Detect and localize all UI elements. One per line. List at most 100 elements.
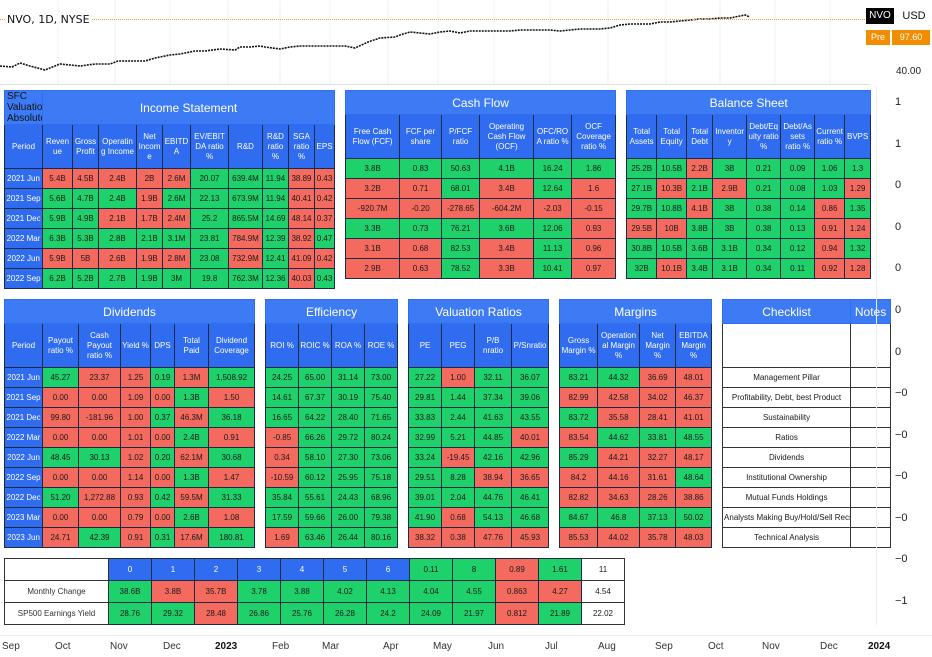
period-cell: 2021 Jun [4, 168, 43, 189]
time-axis[interactable]: Sep Oct Nov Dec 2023 Feb Mar Apr May Jun Jul Aug Sep… [0, 635, 932, 657]
checklist-note-cell[interactable] [850, 387, 892, 408]
dividends-cell: -181.96 [78, 407, 121, 428]
cash-flow-cell: 76.21 [441, 218, 481, 239]
margins-cell: 32.27 [639, 447, 677, 468]
indicator-y-axis[interactable]: 1 1 0 0 0 0 0 −0 −0 −0 −0 −0 −1 [876, 86, 932, 625]
checklist-title: Checklist [722, 299, 852, 324]
strip-cell: 38.6B [108, 580, 152, 603]
checklist-table: Checklist Notes Management Pillar Profita… [722, 299, 892, 548]
income-cell: 38.92 [288, 228, 315, 249]
checklist-note-cell[interactable] [850, 527, 892, 548]
margins-cell: 31.61 [639, 467, 677, 488]
currency-button[interactable]: USD [898, 7, 930, 25]
valuation-row: 41.90 0.68 54.13 46.68 [408, 507, 550, 528]
balance-cell: 0.38 [746, 218, 782, 239]
strip-cell: 11 [581, 558, 625, 581]
margins-row: 83.21 44.32 36.69 48.01 [559, 367, 713, 388]
efficiency-cell: 31.14 [331, 367, 366, 388]
strip-cell: 0.11 [409, 558, 453, 581]
efficiency-cell: 29.72 [331, 427, 366, 448]
efficiency-cell: -10.59 [265, 467, 300, 488]
income-cell: 2.1B [98, 208, 137, 229]
margins-cell: 48.64 [675, 467, 713, 488]
cash-flow-cell: 10.41 [533, 258, 573, 279]
balance-cell: 2.9B [712, 178, 748, 199]
margins-cell: 35.78 [639, 527, 677, 548]
balance-cell: 1.35 [844, 198, 872, 219]
valuation-column-header: P/B nratio [474, 323, 513, 368]
efficiency-cell: 75.40 [364, 387, 399, 408]
x-axis-label: Dec [820, 641, 838, 652]
cash-flow-cell: 0.97 [571, 258, 617, 279]
pane-separator[interactable] [0, 84, 870, 85]
margins-cell: 33.81 [639, 427, 677, 448]
dividends-cell: 62.1M [174, 447, 209, 468]
income-cell: 25.2 [190, 208, 229, 229]
strip-cell: 4.04 [409, 580, 453, 603]
margins-row: 85.29 44.21 32.27 48.17 [559, 447, 713, 468]
income-cell: 865.5M [228, 208, 263, 229]
margins-cell: 48.17 [675, 447, 713, 468]
x-axis-label: 2024 [868, 641, 891, 652]
checklist-title-row: Checklist Notes [722, 299, 892, 324]
valuation-cell: 33.24 [408, 447, 443, 468]
cash-flow-cell: 0.93 [571, 218, 617, 239]
valuation-title-row: Valuation Ratios [408, 299, 550, 324]
checklist-note-cell[interactable] [850, 367, 892, 388]
margins-cell: 85.29 [559, 447, 599, 468]
valuation-cell: 27.22 [408, 367, 443, 388]
checklist-row: Mutual Funds Holdings [722, 487, 892, 508]
checklist-item: Mutual Funds Holdings [722, 487, 852, 508]
income-row: 2022 Sep 6.2B 5.2B 2.7B 1.9B 3M 19.8 762.3M 12.3… [4, 268, 336, 289]
margins-title: Margins [559, 299, 713, 324]
efficiency-row: 17.59 59.66 26.00 79.38 [265, 507, 399, 528]
strip-row: Monthly Change 38.6B 3.8B 35.7B 3.78 3.88 4.02… [4, 580, 625, 603]
balance-cell: 3.4B [686, 258, 714, 279]
income-cell: 4.5B [72, 168, 99, 189]
strip-cell: 22.02 [581, 602, 625, 625]
balance-cell: 30.8B [626, 238, 658, 259]
efficiency-header-row: ROI % ROIC % ROA % ROE % [265, 323, 399, 368]
dividends-column-header: Yield % [120, 323, 151, 368]
dividends-cell: 0.00 [78, 467, 121, 488]
checklist-note-cell[interactable] [850, 507, 892, 528]
price-chart[interactable]: NVO, 1D, NYSE NVO USD Pre 97.60 40.00 [0, 0, 932, 86]
dividends-column-header: Cash Payout ratio % [78, 323, 121, 368]
margins-column-header: Net Margin % [639, 323, 677, 368]
dividends-cell: 1.3B [174, 387, 209, 408]
margins-column-header: Operational Margin % [597, 323, 641, 368]
dividends-cell: 30.13 [78, 447, 121, 468]
last-price-line [0, 19, 865, 20]
efficiency-cell: -0.85 [265, 427, 300, 448]
margins-cell: 34.02 [639, 387, 677, 408]
x-axis-label: Jun [488, 641, 505, 652]
income-cell: 5.6B [42, 188, 73, 209]
dividends-cell: 0.91 [120, 527, 151, 548]
x-axis-label: Feb [272, 641, 290, 652]
x-axis-label: Nov [762, 641, 780, 652]
y-axis-label: 1 [895, 96, 902, 108]
dividends-column-header: Total Paid [174, 323, 209, 368]
strip-cell: 0 [108, 558, 152, 581]
dividends-cell: 0.00 [150, 507, 175, 528]
strip-cell: 28.48 [194, 602, 238, 625]
strip-cell: 0.863 [495, 580, 539, 603]
income-cell: 673.9M [228, 188, 263, 209]
price-series [0, 14, 751, 71]
x-axis-label: Mar [322, 641, 340, 652]
checklist-note-cell[interactable] [850, 487, 892, 508]
margins-cell: 46.8 [597, 507, 641, 528]
income-cell: 5.9B [42, 208, 73, 229]
checklist-note-cell[interactable] [850, 467, 892, 488]
margins-cell: 48.01 [675, 367, 713, 388]
balance-cell: 0.21 [746, 158, 782, 179]
income-cell: 2.8M [162, 248, 191, 269]
income-statement-table: SFC Valuation Absolute Income Statement … [4, 90, 336, 289]
valuation-cell: 36.07 [511, 367, 550, 388]
margins-title-row: Margins [559, 299, 713, 324]
checklist-note-cell[interactable] [850, 447, 892, 468]
checklist-note-cell[interactable] [850, 427, 892, 448]
cash-flow-column-header: Free Cash Flow (FCF) [345, 114, 401, 159]
dividends-cell: 0.79 [120, 507, 151, 528]
dividends-column-header: Period [4, 323, 43, 368]
